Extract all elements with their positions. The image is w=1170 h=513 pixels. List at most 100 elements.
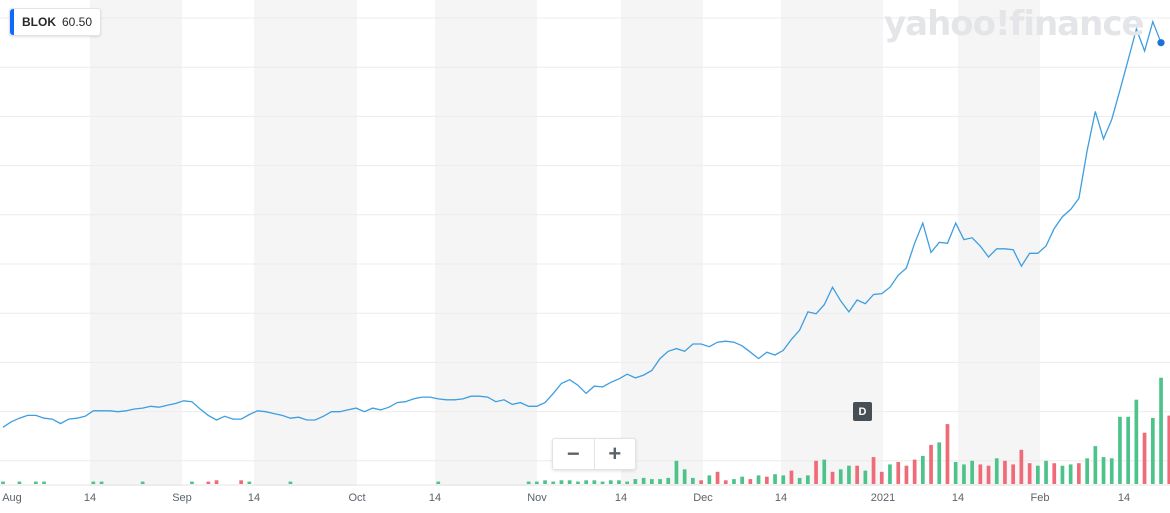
volume-bar: [740, 476, 744, 484]
volume-bar: [929, 444, 933, 484]
volume-bar: [732, 479, 736, 484]
volume-bar: [666, 477, 671, 484]
month-bands: [90, 0, 1040, 486]
gridlines: [0, 17, 1170, 486]
last-price-dot: [1157, 39, 1165, 47]
x-tick-label: 14: [84, 492, 96, 504]
volume-bar: [559, 480, 564, 484]
volume-bar: [214, 480, 219, 484]
volume-bar: [567, 480, 572, 484]
ticker-price: 60.50: [62, 15, 93, 29]
volume-bar: [576, 481, 580, 484]
volume-bar: [1126, 416, 1130, 484]
volume-bar: [912, 459, 917, 484]
volume-bar: [526, 481, 531, 484]
volume-bar: [970, 460, 974, 484]
x-tick-label: Feb: [1031, 492, 1050, 504]
volume-bar: [42, 481, 46, 484]
volume-bar: [1109, 458, 1114, 484]
volume-bar: [953, 462, 958, 484]
price-line: [2, 19, 1162, 428]
ticker-badge: BLOK 60.50: [9, 8, 102, 36]
x-tick-label: 14: [775, 492, 787, 504]
volume-bar: [921, 455, 925, 484]
month-band: [254, 0, 357, 486]
volume-bar: [206, 481, 211, 484]
x-tick-label: 14: [429, 492, 441, 504]
x-tick-label: Sep: [172, 492, 192, 504]
volume-bar: [436, 481, 441, 484]
zoom-out-button[interactable]: −: [553, 439, 595, 469]
volume-bar: [945, 424, 950, 484]
volume-bar: [756, 475, 761, 484]
volume-bar: [1044, 460, 1048, 484]
volume-bar: [723, 480, 728, 484]
volume-bar: [715, 471, 720, 484]
volume-bar: [1019, 449, 1024, 484]
month-band: [435, 0, 537, 486]
volume-bar: [781, 475, 786, 484]
volume-bar: [1077, 463, 1081, 484]
volume-bar: [855, 465, 859, 484]
volume-bar: [1, 481, 5, 484]
volume-bar: [247, 481, 252, 484]
volume-bar: [1167, 415, 1170, 484]
x-tick-label: Dec: [693, 492, 713, 504]
volume-bars: [1, 377, 1170, 484]
volume-bar: [806, 475, 810, 484]
volume-bar: [288, 481, 293, 484]
dividend-event-marker[interactable]: D: [853, 402, 872, 421]
volume-bar: [838, 469, 843, 484]
volume-bar: [592, 480, 597, 484]
volume-bar: [1151, 418, 1155, 484]
volume-bar: [34, 481, 38, 484]
volume-bar: [1036, 465, 1040, 484]
volume-bar: [830, 471, 835, 484]
x-tick-label: 2021: [871, 492, 895, 504]
volume-bar: [190, 481, 194, 484]
volume-bar: [1060, 465, 1065, 484]
volume-bar: [1134, 399, 1139, 484]
volume-bar: [994, 458, 999, 484]
volume-bar: [699, 480, 703, 484]
volume-bar: [584, 480, 588, 484]
volume-bar: [617, 480, 621, 484]
volume-bar: [773, 474, 777, 484]
volume-bar: [904, 465, 909, 484]
zoom-in-button[interactable]: +: [608, 441, 622, 466]
volume-bar: [748, 479, 753, 484]
month-band: [621, 0, 703, 486]
x-tick-label: Nov: [527, 492, 547, 504]
x-tick-label: 14: [952, 492, 964, 504]
volume-bar: [879, 471, 884, 484]
volume-bar: [650, 479, 654, 484]
x-tick-label: 14: [248, 492, 260, 504]
volume-bar: [797, 477, 802, 484]
volume-bar: [658, 479, 662, 484]
volume-bar: [625, 481, 629, 484]
x-tick-label: 14: [1118, 492, 1130, 504]
month-band: [958, 0, 1040, 486]
volume-bar: [608, 480, 613, 484]
yahoo-finance-logo: yahoo!finance: [884, 4, 1145, 44]
volume-bar: [789, 470, 794, 484]
volume-bar: [814, 460, 818, 484]
volume-bar: [551, 481, 556, 484]
volume-bar: [1003, 460, 1007, 484]
volume-bar: [765, 476, 769, 484]
volume-bar: [978, 464, 983, 484]
volume-bar: [986, 465, 991, 484]
x-axis-labels: Aug 14 Sep 14 Oct 14 Nov 14 Dec 14 2021 14 Feb 14: [2, 492, 1130, 504]
volume-bar: [674, 460, 679, 484]
volume-bar: [707, 475, 712, 484]
volume-bar: [1101, 457, 1106, 484]
volume-bar: [641, 477, 646, 484]
volume-bar: [937, 442, 942, 484]
ticker-symbol: BLOK: [22, 15, 56, 29]
volume-bar: [682, 469, 687, 484]
ticker-color-bar: [10, 9, 14, 35]
volume-bar: [1093, 446, 1098, 484]
x-tick-label: 14: [615, 492, 627, 504]
